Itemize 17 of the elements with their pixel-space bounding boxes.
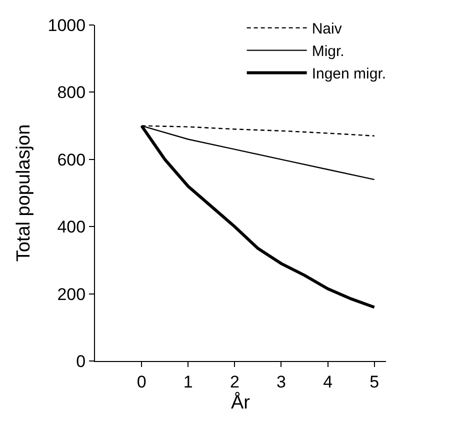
x-tick-label: 2 — [230, 372, 240, 392]
y-tick-label: 1000 — [48, 16, 86, 35]
y-tick-label: 0 — [76, 352, 86, 371]
x-tick-label: 4 — [323, 372, 333, 392]
y-axis-title: Total populasjon — [14, 124, 35, 262]
y-tick-label: 200 — [57, 284, 86, 304]
y-tick-label: 600 — [57, 150, 86, 170]
legend-label: Ingen migr. — [312, 66, 386, 83]
y-tick-label: 800 — [57, 83, 86, 102]
x-axis-title: År — [231, 391, 251, 414]
x-tick-label: 3 — [276, 372, 286, 392]
y-tick-label: 400 — [57, 218, 86, 237]
legend-label: Naiv — [312, 20, 342, 38]
x-tick-label: 1 — [183, 372, 193, 392]
x-tick-label: 5 — [370, 372, 380, 392]
x-tick-label: 0 — [136, 372, 146, 392]
legend-label: Migr. — [312, 43, 344, 60]
